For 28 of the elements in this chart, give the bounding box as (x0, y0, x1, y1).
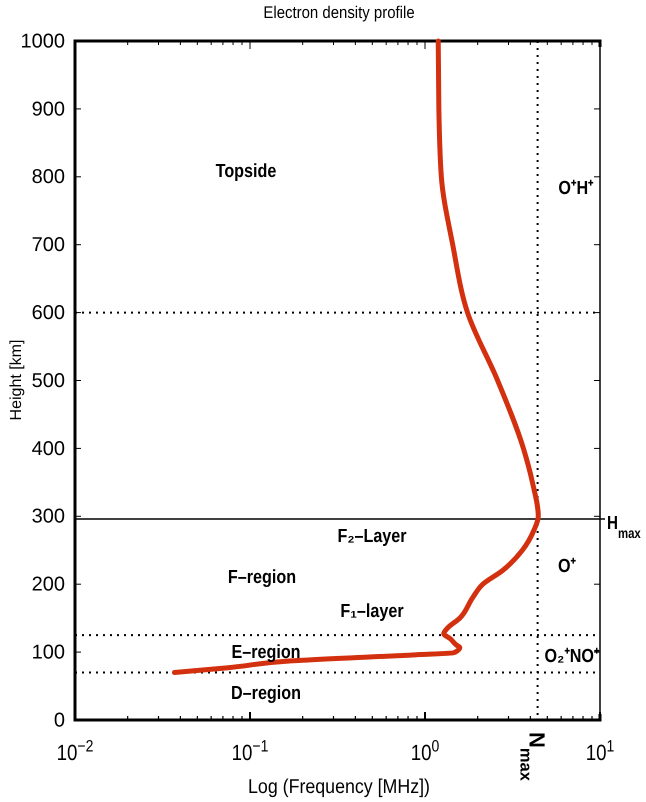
y-tick-label: 400 (32, 438, 65, 460)
y-tick-label: 300 (32, 506, 65, 528)
annotation: Topside (216, 160, 277, 182)
y-tick-label: 200 (32, 574, 65, 596)
y-tick-label: 700 (32, 234, 65, 256)
y-tick-label: 0 (54, 709, 65, 732)
x-tick-label: 10$^{−2}$ (56, 736, 94, 766)
annotation: O⁺ (558, 554, 576, 576)
y-tick-label: 800 (32, 166, 65, 188)
x-tick-label: 10$^{−1}$ (232, 736, 268, 766)
y-tick-label: 600 (32, 302, 65, 324)
ref-line-label: H$_{max}$ (607, 511, 642, 541)
annotation: O₂⁺NO⁺ (544, 644, 600, 666)
y-tick-label: 1000 (20, 30, 65, 52)
x-tick-label: 10$^{1}$ (586, 736, 614, 766)
x-tick-label: 10$^{0}$ (410, 736, 440, 766)
y-tick-label: 900 (32, 98, 65, 120)
annotation: F₁–layer (340, 600, 404, 622)
chart-title: Electron density profile (263, 4, 415, 22)
y-tick-label: 500 (32, 370, 65, 392)
annotation: F₂–Layer (337, 524, 407, 546)
x-axis-title: Log (Frequency [MHz]) (248, 776, 430, 798)
y-axis-title: Height [km] (8, 340, 25, 420)
annotation: D–region (231, 682, 301, 704)
annotation: O⁺H⁺ (558, 176, 594, 198)
annotation: F–region (228, 566, 296, 588)
annotation: E–region (231, 640, 301, 662)
y-tick-label: 100 (32, 642, 65, 664)
